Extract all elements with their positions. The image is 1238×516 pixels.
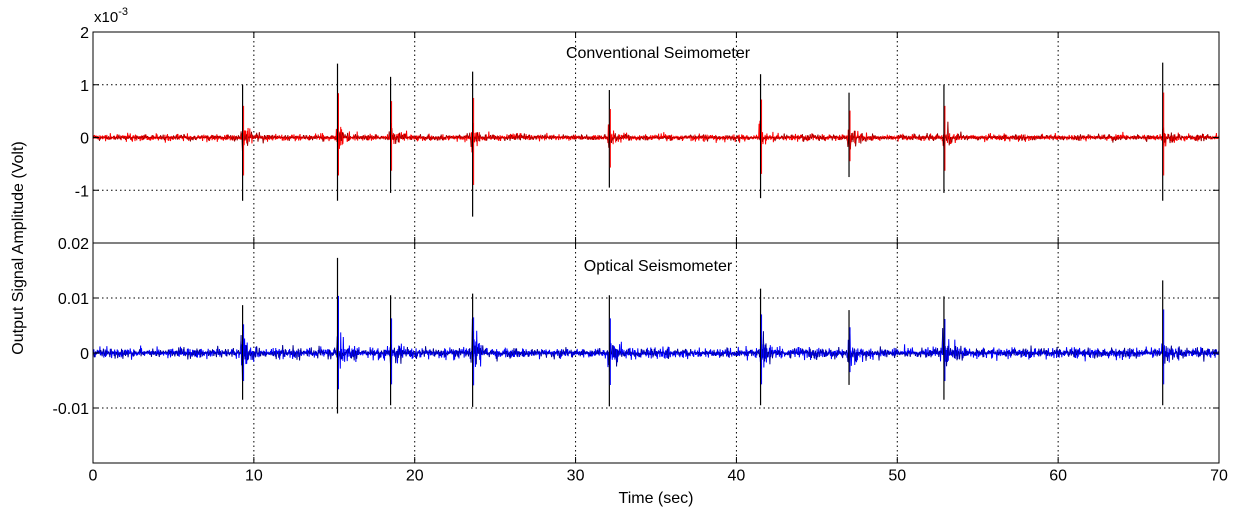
x-tick-label: 40 bbox=[728, 467, 746, 484]
optical-title: Optical Seismometer bbox=[584, 258, 733, 275]
optical-series bbox=[92, 257, 1220, 414]
conventional-y-ticks: -1 0 1 2 bbox=[75, 25, 1220, 243]
x-tick-label: 60 bbox=[1049, 467, 1067, 484]
signal-trace-outline bbox=[92, 121, 1219, 151]
exponent-base: x10 bbox=[94, 9, 118, 26]
y-tick-label: -0.01 bbox=[53, 401, 90, 418]
x-tick-label: 10 bbox=[245, 467, 263, 484]
y-tick-label: 0.01 bbox=[58, 291, 89, 308]
exponent-label: x10-3 bbox=[94, 6, 128, 26]
y-axis-label: Output Signal Amplitude (Volt) bbox=[10, 141, 27, 354]
x-axis-label: Time (sec) bbox=[619, 490, 694, 507]
conventional-title: Conventional Seimometer bbox=[566, 45, 751, 62]
y-tick-label: -1 bbox=[75, 183, 89, 200]
y-tick-label: 0 bbox=[80, 131, 89, 148]
x-tick-label: 50 bbox=[888, 467, 906, 484]
x-tick-label: 20 bbox=[406, 467, 424, 484]
signal-trace bbox=[92, 318, 1220, 381]
conventional-panel: -1 0 1 2 Conventional Seimometer x10-3 bbox=[75, 6, 1220, 244]
optical-y-ticks: -0.01 0 0.01 0.02 bbox=[53, 236, 1220, 463]
y-tick-label: 0.02 bbox=[58, 236, 89, 253]
y-tick-label: 0 bbox=[80, 346, 89, 363]
x-tick-label: 30 bbox=[567, 467, 585, 484]
x-tick-label: 0 bbox=[89, 467, 98, 484]
x-tick-label: 70 bbox=[1210, 467, 1228, 484]
x-axis-ticks: 0 10 20 30 40 50 60 70 bbox=[89, 467, 1228, 484]
optical-panel: -0.01 0 0.01 0.02 Optical Seismometer bbox=[53, 236, 1220, 464]
exponent-power: -3 bbox=[118, 6, 128, 18]
y-tick-label: 1 bbox=[80, 78, 89, 95]
y-tick-label: 2 bbox=[80, 25, 89, 42]
conventional-series bbox=[92, 62, 1220, 217]
signal-trace-outline bbox=[92, 318, 1219, 381]
